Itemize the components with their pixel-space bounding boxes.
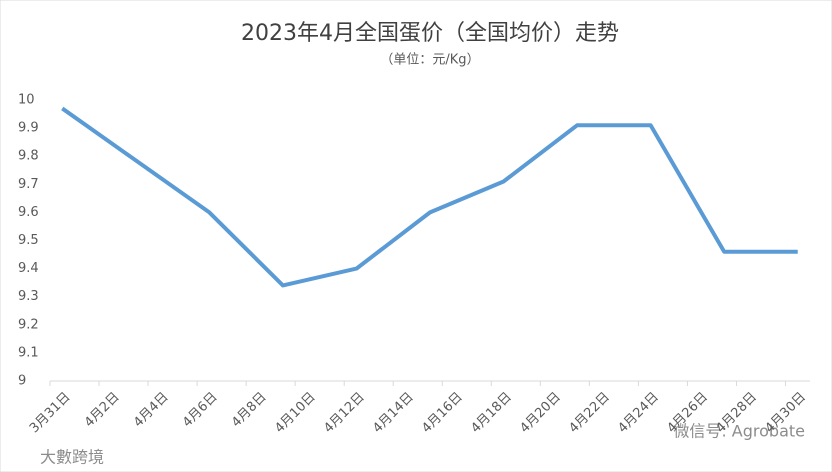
y-tick-label: 10 [18,93,35,108]
y-tick-label: 9.5 [18,233,39,248]
y-tick-label: 9.3 [18,289,39,304]
watermark: 微信号: Agrobate [673,422,805,441]
y-tick-label: 9.8 [18,149,39,164]
y-tick-label: 9.7 [18,177,39,192]
line-series [61,106,798,288]
y-tick-label: 9.1 [18,345,39,360]
watermark: 大數跨境 [40,448,104,467]
y-tick-label: 9.2 [18,317,39,332]
chart-title: 2023年4月全国蛋价（全国均价）走势 [241,21,619,46]
y-tick-label: 9 [18,374,26,389]
y-tick-label: 9.4 [18,261,39,276]
chart-subtitle: （单位：元/Kg） [380,53,479,68]
y-tick-label: 9.6 [18,205,39,220]
y-tick-label: 9.9 [18,121,39,136]
